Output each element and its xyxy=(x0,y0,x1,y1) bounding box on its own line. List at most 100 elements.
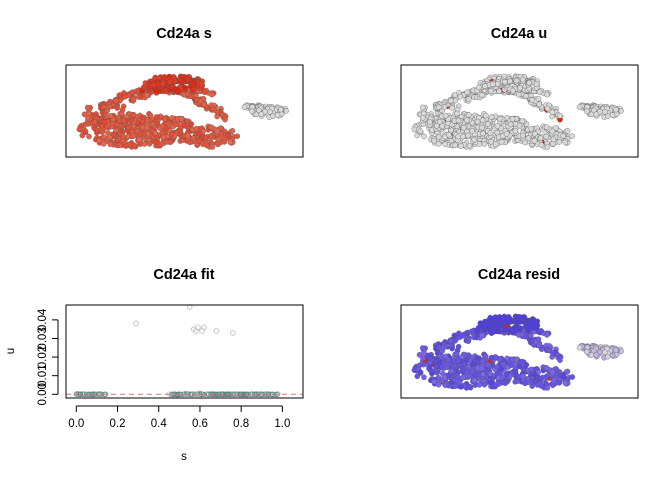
embedding-point xyxy=(529,337,535,344)
embedding-point xyxy=(481,141,488,147)
points-group xyxy=(411,73,624,150)
embedding-point xyxy=(466,383,473,390)
embedding-point xyxy=(488,139,494,145)
embedding-point xyxy=(160,81,166,87)
embedding-point xyxy=(442,382,448,388)
embedding-point xyxy=(196,137,203,144)
embedding-point xyxy=(435,344,442,351)
embedding-point xyxy=(85,114,91,121)
embedding-point xyxy=(479,124,485,131)
embedding-point xyxy=(417,369,424,375)
embedding-point xyxy=(520,132,526,139)
embedding-point xyxy=(584,349,590,355)
embedding-point xyxy=(550,377,557,384)
embedding-point xyxy=(455,117,462,124)
x-tick-label: 0.0 xyxy=(68,418,84,430)
embedding-point xyxy=(543,124,550,130)
embedding-point xyxy=(249,108,255,115)
embedding-point xyxy=(435,104,442,110)
embedding-point xyxy=(593,352,600,358)
embedding-point xyxy=(201,89,208,95)
embedding-point xyxy=(523,333,529,340)
embedding-point xyxy=(507,121,514,128)
embedding-point xyxy=(172,78,178,84)
embedding-point xyxy=(460,374,466,381)
embedding-point xyxy=(474,359,481,365)
embedding-point xyxy=(549,109,556,115)
embedding-point xyxy=(536,101,542,108)
embedding-point xyxy=(455,374,461,381)
embedding-point xyxy=(113,97,119,104)
embedding-point xyxy=(490,321,496,328)
y-tick-label: 0.02 xyxy=(37,346,49,368)
embedding-point xyxy=(159,123,166,129)
x-tick-label: 0.2 xyxy=(110,418,126,430)
embedding-point xyxy=(488,328,494,334)
embedding-point xyxy=(208,124,215,130)
embedding-point xyxy=(488,88,494,94)
embedding-point xyxy=(435,141,442,147)
embedding-point xyxy=(227,139,234,146)
embedding-point xyxy=(177,128,184,134)
embedding-point xyxy=(452,383,458,389)
embedding-point xyxy=(613,347,619,353)
embedding-point xyxy=(556,139,563,145)
embedding-point xyxy=(129,117,135,123)
embedding-point xyxy=(544,144,551,150)
embedding-point xyxy=(494,123,501,129)
embedding-point xyxy=(519,358,526,365)
embedding-point xyxy=(532,131,538,137)
embedding-point xyxy=(602,349,608,356)
embedding-point xyxy=(258,111,265,118)
embedding-point xyxy=(537,135,544,141)
embedding-point xyxy=(475,324,482,331)
embedding-point xyxy=(549,349,556,356)
embedding-point xyxy=(526,320,532,326)
embedding-point xyxy=(185,132,191,139)
embedding-point xyxy=(584,108,590,115)
panel-title: Cd24a s xyxy=(156,26,212,42)
embedding-point xyxy=(494,364,501,370)
embedding-point xyxy=(214,109,221,115)
embedding-point xyxy=(452,92,458,98)
embedding-point xyxy=(479,117,486,124)
embedding-point xyxy=(556,380,563,386)
embedding-point xyxy=(522,380,528,387)
embedding-point xyxy=(125,133,131,140)
embedding-point xyxy=(426,359,433,366)
embedding-point xyxy=(120,117,127,124)
embedding-point xyxy=(147,83,153,89)
embedding-point xyxy=(136,136,143,143)
embedding-point xyxy=(519,118,526,124)
embedding-point xyxy=(446,131,452,138)
embedding-point xyxy=(241,104,248,110)
embedding-point xyxy=(482,323,488,330)
embedding-point xyxy=(531,378,538,385)
embedding-point xyxy=(193,125,200,132)
embedding-point xyxy=(107,112,114,119)
embedding-point xyxy=(475,84,482,91)
embedding-point xyxy=(431,378,437,385)
embedding-point xyxy=(79,132,86,139)
embedding-point xyxy=(123,143,129,149)
embedding-point xyxy=(201,101,207,108)
embedding-point xyxy=(229,128,236,134)
embedding-point xyxy=(101,119,108,125)
embedding-point xyxy=(526,79,532,86)
embedding-point xyxy=(552,125,559,131)
embedding-point xyxy=(466,142,473,149)
embedding-point xyxy=(209,91,215,98)
embedding-point xyxy=(457,93,464,100)
embedding-point xyxy=(510,87,516,94)
embedding-point xyxy=(172,121,179,128)
embedding-point xyxy=(442,112,449,119)
embedding-point xyxy=(538,383,545,389)
embedding-point xyxy=(144,117,151,124)
embedding-point xyxy=(191,79,197,86)
embedding-point xyxy=(498,139,505,145)
embedding-point xyxy=(509,356,516,363)
embedding-point xyxy=(512,128,519,134)
embedding-point xyxy=(421,374,427,381)
embedding-point xyxy=(161,88,167,94)
embedding-point xyxy=(448,97,454,104)
